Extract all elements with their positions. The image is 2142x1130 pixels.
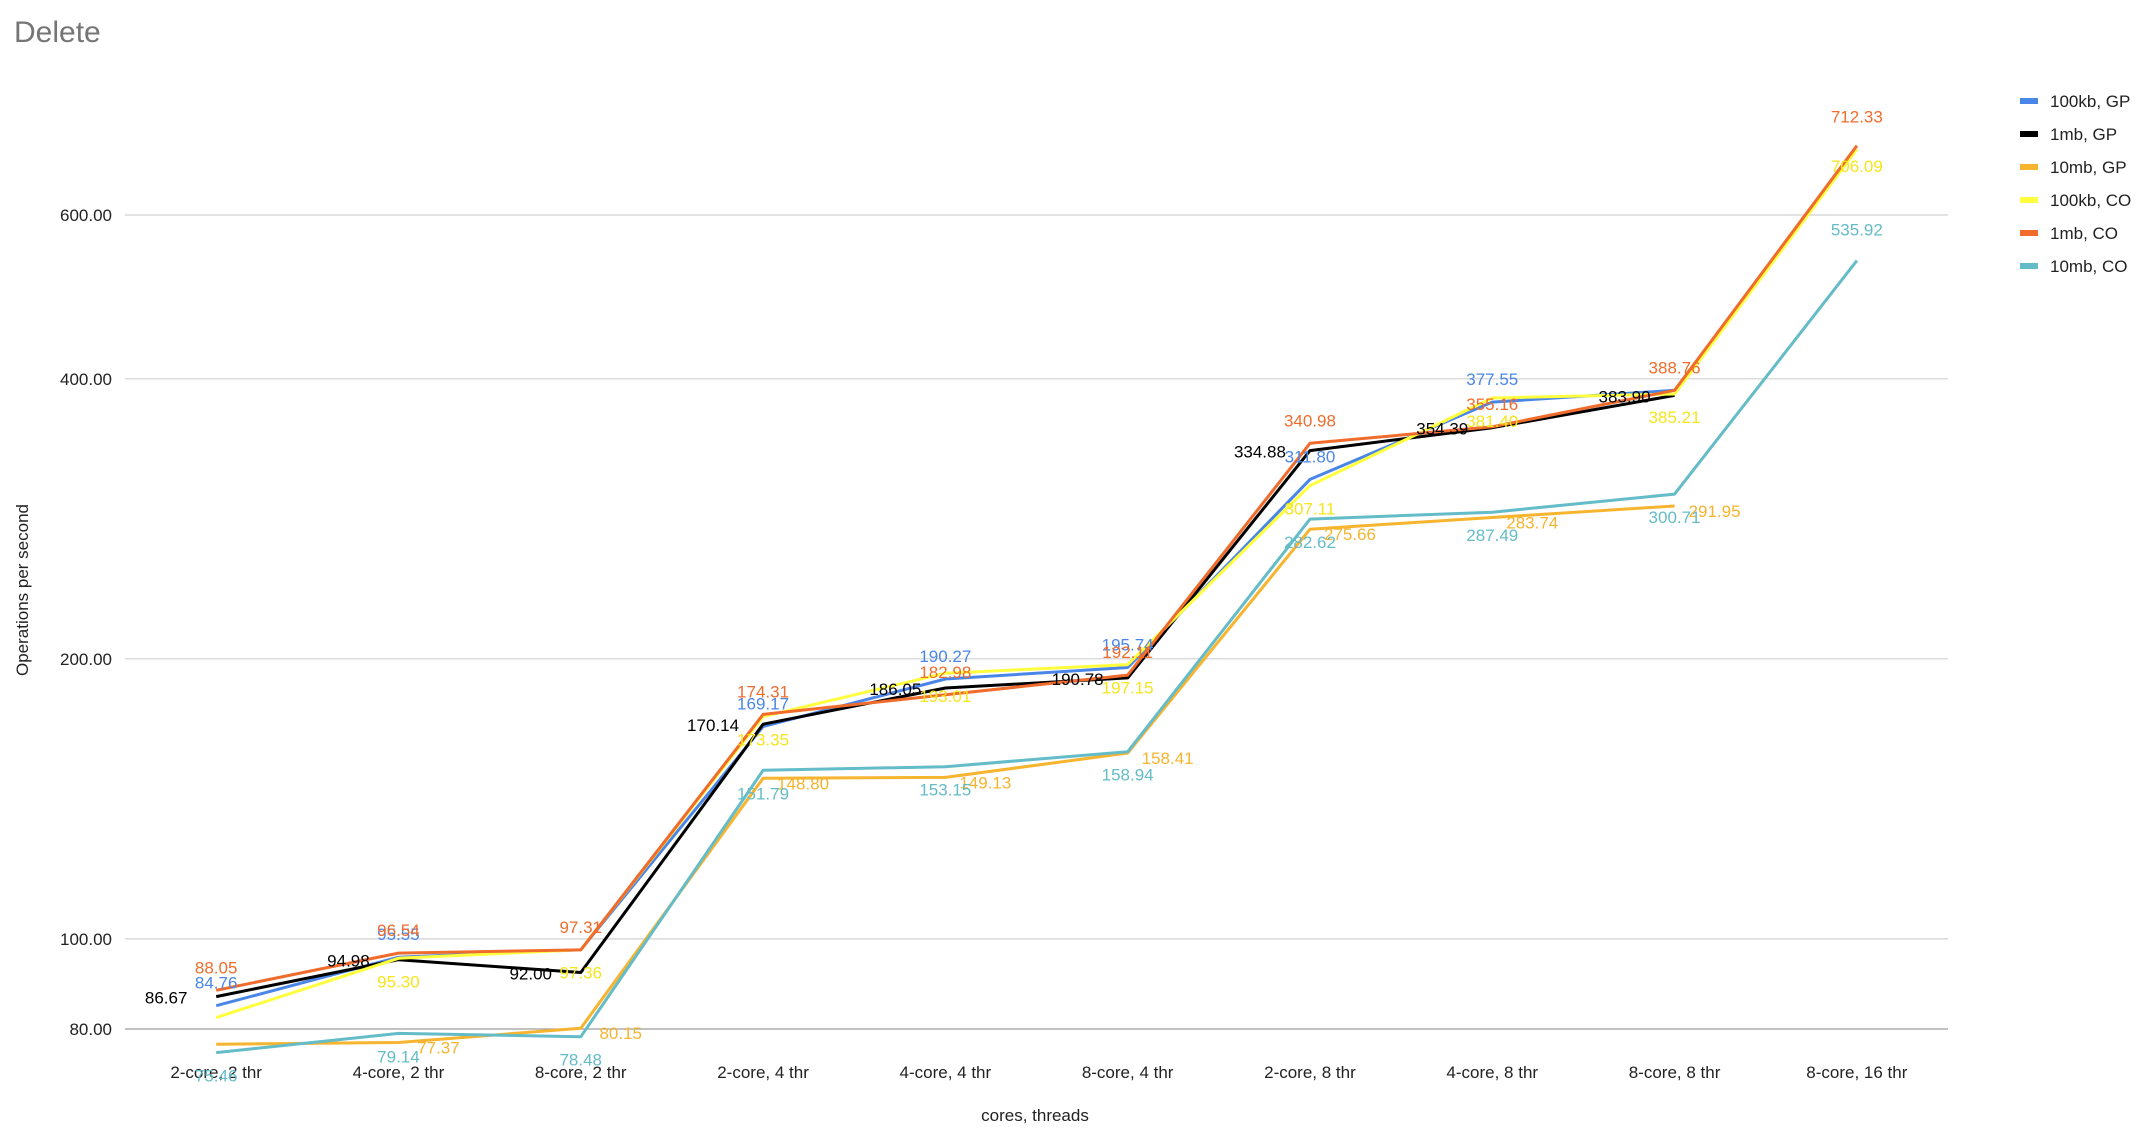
legend-label: 100kb, GP [2050,92,2130,111]
data-label: 354.39 [1416,420,1468,439]
y-tick-label: 80.00 [69,1020,112,1039]
legend-label: 1mb, CO [2050,224,2118,243]
x-tick-label: 2-core, 2 thr [170,1063,262,1082]
data-label: 385.21 [1649,408,1701,427]
data-label: 535.92 [1831,221,1883,240]
gridlines [125,214,1948,1030]
data-label: 84.76 [195,974,238,993]
chart-title: Delete [14,16,101,49]
legend-swatch [2020,197,2038,203]
data-label: 377.55 [1466,370,1518,389]
data-label: 300.71 [1649,508,1701,527]
series-line [215,144,1859,992]
x-tick-label: 4-core, 4 thr [900,1063,992,1082]
y-tick-labels: 80.00 100.00 200.00 400.00 600.00 [60,206,112,1039]
data-label: 283.74 [1506,514,1558,533]
data-label: 148.80 [777,774,829,793]
series-line [216,504,1675,1046]
series-line [215,148,1859,1020]
legend-swatch [2020,131,2038,137]
data-label: 186.05 [869,680,921,699]
data-label: 86.67 [145,989,188,1008]
data-label: 291.95 [1689,502,1741,521]
data-label: 388.76 [1649,358,1701,377]
data-label: 88.05 [195,958,238,977]
data-label: 95.30 [377,972,420,991]
x-tick-label: 8-core, 4 thr [1082,1063,1174,1082]
data-label: 79.14 [377,1047,420,1066]
data-label: 340.98 [1284,411,1336,430]
data-label: 190.78 [1052,670,1104,689]
data-label: 97.36 [559,964,602,983]
data-label: 75.46 [195,1067,238,1086]
data-label: 149.13 [959,773,1011,792]
data-label: 381.40 [1466,412,1518,431]
data-label: 275.66 [1324,525,1376,544]
x-tick-labels: 2-core, 2 thr 4-core, 2 thr 8-core, 2 thr 2… [170,1063,1907,1082]
legend: 100kb, GP 1mb, GP 10mb, GP 100kb, CO 1mb, CO… [2020,92,2131,276]
data-label: 311.80 [1285,447,1336,466]
data-label: 169.17 [737,694,789,713]
y-tick-label: 600.00 [60,206,112,225]
data-label: 95.55 [377,925,420,944]
legend-swatch [2020,230,2038,236]
y-axis-title: Operations per second [13,504,32,676]
x-tick-label: 2-core, 8 thr [1264,1063,1356,1082]
data-label: 195.74 [1102,636,1154,655]
data-label: 307.11 [1285,500,1336,519]
data-label: 192.11 [1102,643,1153,662]
data-label: 96.54 [377,921,420,940]
y-tick-label: 100.00 [60,930,112,949]
data-label: 712.33 [1831,108,1883,127]
data-label: 158.41 [1142,749,1194,768]
series-line [215,393,1675,999]
data-label: 383.90 [1599,387,1651,406]
data-label: 197.15 [1102,679,1154,698]
x-tick-label: 4-core, 2 thr [353,1063,445,1082]
data-label: 158.94 [1102,766,1154,785]
series-lines [215,144,1859,1055]
data-label: 92.00 [509,965,552,984]
legend-swatch [2020,98,2038,104]
x-tick-label: 8-core, 16 thr [1806,1063,1907,1082]
legend-swatch [2020,263,2038,269]
data-label: 182.98 [919,663,971,682]
data-label: 190.27 [919,647,971,666]
data-label: 334.88 [1234,443,1286,462]
y-tick-label: 400.00 [60,370,112,389]
data-label: 77.37 [417,1039,460,1058]
data-label: 153.15 [919,781,971,800]
data-label: 287.49 [1466,526,1518,545]
data-label: 282.62 [1284,533,1336,552]
data-label: 97.31 [559,918,602,937]
legend-swatch [2020,164,2038,170]
x-axis-title: cores, threads [981,1106,1089,1125]
legend-label: 1mb, GP [2050,125,2117,144]
data-label: 151.79 [737,784,789,803]
y-tick-label: 200.00 [60,650,112,669]
data-label: 173.35 [737,731,789,750]
legend-label: 10mb, GP [2050,158,2127,177]
x-tick-label: 2-core, 4 thr [717,1063,809,1082]
data-labels: 84.76 95.55 169.17 190.27 195.74 311.80 377.55… [145,108,1883,1086]
data-label: 170.14 [687,716,739,735]
data-label: 174.31 [737,682,789,701]
data-label: 94.98 [327,952,370,971]
data-label: 80.15 [599,1024,642,1043]
series-line [216,259,1859,1055]
x-tick-label: 8-core, 8 thr [1629,1063,1721,1082]
data-label: 355.16 [1466,395,1518,414]
data-label: 706.09 [1831,157,1883,176]
x-tick-label: 4-core, 8 thr [1446,1063,1538,1082]
legend-label: 10mb, CO [2050,257,2127,276]
data-label: 78.48 [559,1051,602,1070]
data-label: 193.01 [919,687,971,706]
x-tick-label: 8-core, 2 thr [535,1063,627,1082]
legend-label: 100kb, CO [2050,191,2131,210]
